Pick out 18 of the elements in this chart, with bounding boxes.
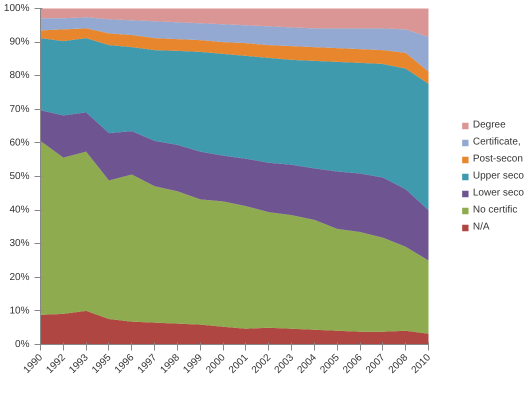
legend-label: Post-secon <box>472 154 523 164</box>
legend-label: Certificate, <box>472 136 521 148</box>
y-tick-label: 80% <box>9 70 30 82</box>
y-tick-label: 60% <box>9 137 30 148</box>
y-tick-label: 10% <box>9 305 30 316</box>
y-tick-label: 0% <box>15 339 30 350</box>
y-tick-label: 70% <box>9 104 30 115</box>
y-tick-label: 90% <box>9 36 30 48</box>
legend-label: N/A <box>472 222 491 232</box>
legend-label: Degree <box>472 120 506 130</box>
y-tick-label: 30% <box>9 238 30 250</box>
y-tick-label: 50% <box>9 171 30 182</box>
legend-label: No certific <box>472 204 518 216</box>
y-tick-label: 20% <box>9 272 30 283</box>
y-tick-label: 40% <box>9 204 30 216</box>
y-tick-label: 100% <box>4 3 30 14</box>
legend-label: Upper seco <box>472 170 524 182</box>
legend-label: Lower seco <box>472 188 524 198</box>
